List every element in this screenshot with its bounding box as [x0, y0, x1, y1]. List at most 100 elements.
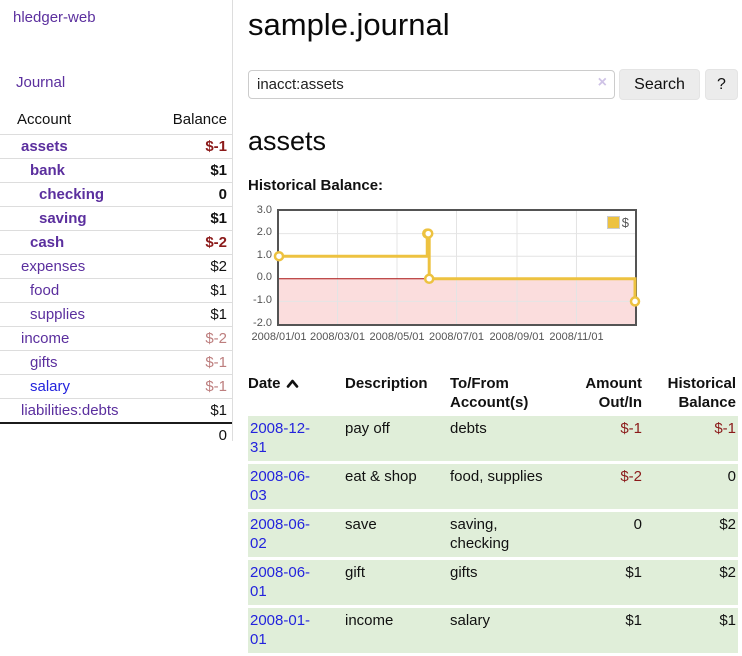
accounts-table-header: Account Balance	[0, 106, 232, 135]
account-link-cash[interactable]: cash	[30, 234, 65, 251]
chart-title: Historical Balance:	[248, 176, 384, 194]
historical-balance-chart: $ 3.0 2.0 1.0 0.0 -1.0 -2.0 2008/01/01 2008/03/…	[251, 204, 641, 346]
transaction-amount: $-1	[570, 415, 644, 464]
transaction-accounts: salary	[450, 607, 570, 656]
sort-ascending-icon	[286, 375, 299, 394]
sidebar: hledger-web Journal Account Balance asse…	[0, 0, 233, 447]
transaction-balance: $2	[644, 559, 738, 608]
account-balance: $-2	[154, 326, 232, 351]
transaction-balance: $1	[644, 607, 738, 656]
transaction-balance: $2	[644, 511, 738, 560]
account-link-salary[interactable]: salary	[30, 378, 71, 395]
balance-column-header-main: Historical Balance	[667, 374, 736, 411]
x-axis-tick-label: 2008/01/01	[251, 330, 307, 343]
x-axis-tick-label: 2008/07/01	[428, 330, 485, 343]
account-balance: 0	[154, 182, 232, 207]
transaction-description: income	[345, 607, 450, 656]
search-button[interactable]: Search	[619, 69, 700, 101]
transaction-row[interactable]: 2008-06-03 eat & shop food, supplies $-2…	[248, 463, 738, 512]
x-axis-tick-label: 2008/11/01	[549, 330, 604, 343]
account-row: salary $-1	[0, 374, 232, 399]
register-table: Date Description To/From Account(s) Amou…	[248, 372, 738, 656]
account-link-checking[interactable]: checking	[39, 186, 105, 203]
account-balance: $-2	[154, 230, 232, 255]
transaction-date-link[interactable]: 2008-06-02	[250, 515, 311, 552]
account-row: assets $-1	[0, 134, 232, 159]
accounts-balance-table: Account Balance assets $-1 bank $1 check…	[0, 106, 232, 447]
account-balance: $-1	[154, 350, 232, 375]
chart-canvas	[273, 210, 641, 324]
transaction-amount: $1	[570, 559, 644, 608]
transaction-row[interactable]: 2008-06-02 save saving, checking 0 $2	[248, 511, 738, 560]
x-axis-tick-label: 2008/03/01	[309, 330, 366, 343]
transaction-amount: 0	[570, 511, 644, 560]
account-row: food $1	[0, 278, 232, 303]
transaction-accounts: debts	[450, 415, 570, 464]
account-balance: $2	[154, 254, 232, 279]
transaction-amount: $-2	[570, 463, 644, 512]
account-row: liabilities:debts $1	[0, 398, 232, 423]
legend-label: $	[621, 214, 629, 230]
account-balance: $1	[154, 158, 232, 183]
search-input[interactable]	[248, 70, 615, 100]
transaction-accounts: food, supplies	[450, 463, 570, 512]
account-link-assets[interactable]: assets	[21, 138, 68, 155]
chart-legend: $	[604, 213, 631, 231]
account-column-header: Account	[17, 111, 72, 128]
help-button[interactable]: ?	[705, 69, 738, 101]
account-row: bank $1	[0, 158, 232, 183]
account-link-saving[interactable]: saving	[39, 210, 87, 227]
account-row: supplies $1	[0, 302, 232, 327]
date-header-label: Date	[248, 374, 281, 392]
x-axis-tick-label: 2008/09/01	[489, 330, 545, 343]
transaction-accounts: saving, checking	[450, 511, 570, 560]
transaction-accounts: gifts	[450, 559, 570, 608]
account-link-expenses[interactable]: expenses	[21, 258, 86, 275]
transaction-date-link[interactable]: 2008-06-03	[250, 467, 311, 504]
legend-swatch-icon	[606, 215, 620, 229]
search-form: × Search ?	[248, 69, 740, 101]
transaction-description: save	[345, 511, 450, 560]
account-link-food[interactable]: food	[30, 282, 60, 299]
account-row: checking 0	[0, 182, 232, 207]
account-balance: $1	[154, 398, 232, 423]
accounts-total-row: 0	[0, 422, 232, 447]
y-axis-tick-label: -2.0	[253, 316, 272, 329]
transaction-description: pay off	[345, 415, 450, 464]
y-axis-tick-label: 3.0	[256, 203, 272, 216]
y-axis-tick-label: 2.0	[256, 226, 272, 239]
transaction-description: gift	[345, 559, 450, 608]
account-balance: $-1	[154, 134, 232, 159]
transaction-date-link[interactable]: 2008-12-31	[250, 419, 311, 456]
transaction-row[interactable]: 2008-01-01 income salary $1 $1	[248, 607, 738, 656]
account-link-gifts[interactable]: gifts	[30, 354, 58, 371]
account-row: saving $1	[0, 206, 232, 231]
app-title-link[interactable]: hledger-web	[13, 9, 96, 26]
account-link-liabilities-debts[interactable]: liabilities:debts	[21, 402, 119, 419]
transaction-description: eat & shop	[345, 463, 450, 512]
transaction-date-link[interactable]: 2008-01-01	[250, 611, 311, 648]
account-balance: $1	[154, 302, 232, 327]
page-title: sample.journal	[248, 7, 450, 42]
account-link-supplies[interactable]: supplies	[30, 306, 86, 323]
sidebar-item-journal[interactable]: Journal	[16, 74, 66, 91]
clear-search-icon[interactable]: ×	[597, 74, 607, 92]
amount-column-header: Amount Out/In	[585, 374, 642, 411]
x-axis-tick-label: 2008/05/01	[369, 330, 425, 343]
transaction-balance: $-1	[644, 415, 738, 464]
account-link-income[interactable]: income	[21, 330, 70, 347]
transaction-row[interactable]: 2008-12-31 pay off debts $-1 $-1	[248, 415, 738, 464]
register-header-row: Date Description To/From Account(s) Amou…	[248, 372, 738, 416]
account-row: expenses $2	[0, 254, 232, 279]
y-axis-tick-label: -1.0	[253, 293, 272, 306]
accounts-total-value: 0	[154, 422, 232, 447]
date-column-header[interactable]: Date	[248, 372, 345, 416]
account-row: income $-2	[0, 326, 232, 351]
transaction-row[interactable]: 2008-06-01 gift gifts $1 $2	[248, 559, 738, 608]
y-axis-tick-label: 1.0	[256, 248, 272, 261]
transaction-amount: $1	[570, 607, 644, 656]
balance-column-header: Balance	[172, 111, 227, 128]
account-row: gifts $-1	[0, 350, 232, 375]
account-link-bank[interactable]: bank	[30, 162, 66, 179]
main-content: sample.journal × Search ? assets Histori…	[248, 0, 740, 656]
